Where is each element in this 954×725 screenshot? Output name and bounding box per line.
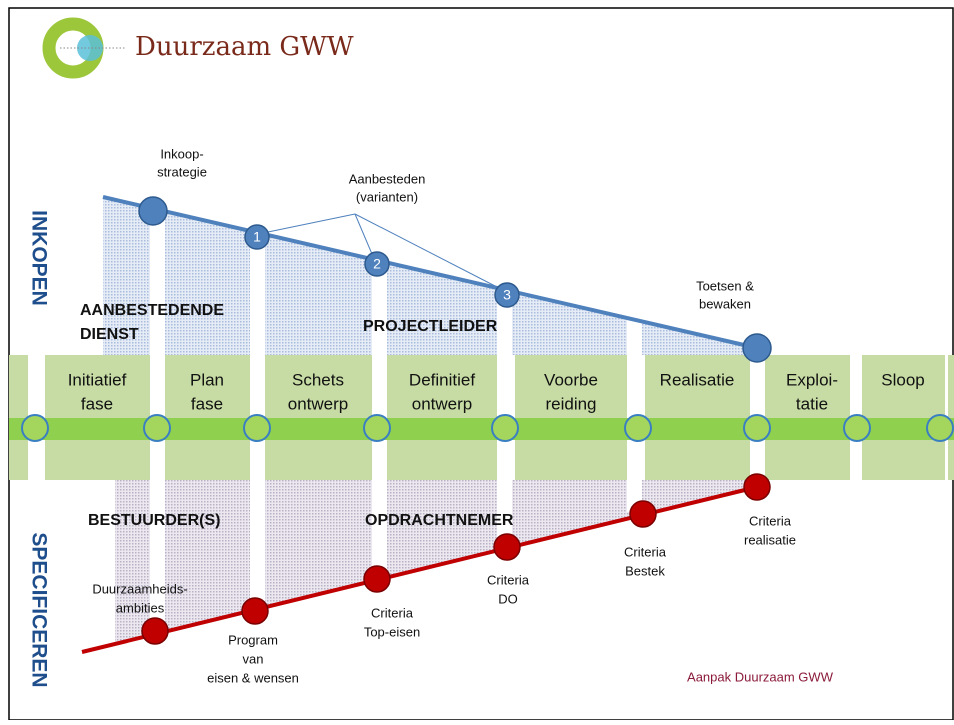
side-label: INKOPEN — [27, 210, 50, 306]
annotation: bewaken — [699, 296, 751, 311]
criteria-label: Top-eisen — [364, 624, 420, 639]
criteria-label: Criteria — [371, 605, 414, 620]
role-label: AANBESTEDENDE — [80, 302, 224, 319]
logo-dot — [77, 35, 103, 61]
criteria-label: van — [243, 651, 264, 666]
milestone — [926, 414, 954, 442]
phase-label: Voorbe — [544, 370, 598, 389]
phase-label: Definitief — [409, 370, 475, 389]
role-label: DIENST — [80, 326, 139, 343]
annotation: strategie — [157, 164, 207, 179]
step-number: 1 — [253, 229, 261, 245]
criteria-label: eisen & wensen — [207, 670, 299, 685]
annotation: Toetsen & — [696, 278, 754, 293]
milestone — [843, 414, 871, 442]
criteria-label: Duurzaamheids- — [92, 581, 187, 596]
spec-node — [141, 617, 169, 645]
inkopen-node — [742, 333, 772, 363]
milestone — [491, 414, 519, 442]
criteria-label: realisatie — [744, 532, 796, 547]
spec-node — [241, 597, 269, 625]
criteria-label: DO — [498, 591, 518, 606]
phase-label: Realisatie — [660, 370, 735, 389]
phase-label: tatie — [796, 394, 828, 413]
phase-label: Sloop — [881, 370, 924, 389]
phase-column — [765, 355, 850, 480]
milestone — [21, 414, 49, 442]
step-number: 2 — [373, 256, 381, 272]
inkopen-node — [494, 282, 520, 308]
milestone — [363, 414, 391, 442]
spec-node — [493, 533, 521, 561]
phase-label: Exploi- — [786, 370, 838, 389]
role-label: OPDRACHTNEMER — [365, 512, 514, 529]
criteria-label: Criteria — [624, 544, 667, 559]
phase-column — [45, 355, 150, 480]
phase-column — [515, 355, 627, 480]
footer: Aanpak Duurzaam GWW — [687, 669, 834, 684]
phase-label: Schets — [292, 370, 344, 389]
phase-label: reiding — [545, 394, 596, 413]
phase-column — [645, 355, 750, 480]
role-label: PROJECTLEIDER — [363, 318, 498, 335]
criteria-label: Criteria — [487, 572, 530, 587]
criteria-label: Program — [228, 632, 278, 647]
annotation: Aanbesteden — [349, 171, 426, 186]
annotation: Inkoop- — [160, 146, 203, 161]
inkopen-node — [138, 196, 168, 226]
step-number: 3 — [503, 287, 511, 303]
side-label: SPECIFICEREN — [27, 532, 50, 687]
spec-node — [363, 565, 391, 593]
phase-column — [165, 355, 250, 480]
phase-label: Initiatief — [68, 370, 127, 389]
phase-label: Plan — [190, 370, 224, 389]
annotation: (varianten) — [356, 189, 418, 204]
inkopen-node — [244, 224, 270, 250]
phase-label: ontwerp — [412, 394, 472, 413]
milestone — [624, 414, 652, 442]
criteria-label: Criteria — [749, 513, 792, 528]
phase-column — [948, 355, 954, 480]
phase-column — [9, 355, 28, 480]
milestone — [743, 414, 771, 442]
milestone — [143, 414, 171, 442]
criteria-label: Bestek — [625, 563, 665, 578]
phase-label: ontwerp — [288, 394, 348, 413]
spec-node — [629, 500, 657, 528]
role-label: BESTUURDER(S) — [88, 512, 220, 529]
milestone — [243, 414, 271, 442]
phase-label: fase — [191, 394, 223, 413]
phase-column — [387, 355, 497, 480]
phase-label: fase — [81, 394, 113, 413]
inkopen-node — [364, 251, 390, 277]
spec-node — [743, 473, 771, 501]
title: Duurzaam GWW — [135, 32, 354, 62]
phase-column — [265, 355, 372, 480]
criteria-label: ambities — [116, 600, 165, 615]
